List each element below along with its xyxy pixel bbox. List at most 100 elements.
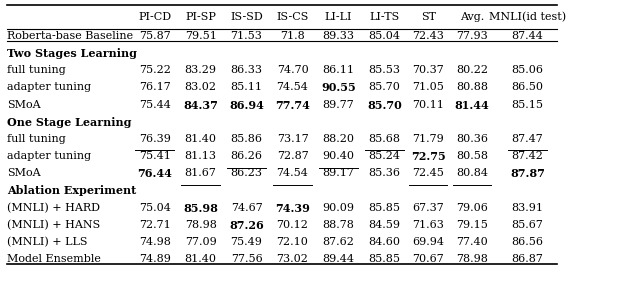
Text: Two Stages Learning: Two Stages Learning [7, 48, 137, 59]
Text: 77.56: 77.56 [230, 254, 262, 264]
Text: 87.44: 87.44 [511, 31, 543, 41]
Text: 80.22: 80.22 [456, 65, 488, 75]
Text: 77.40: 77.40 [456, 237, 488, 247]
Text: 89.77: 89.77 [323, 100, 355, 110]
Text: 90.55: 90.55 [321, 82, 356, 93]
Text: 74.54: 74.54 [276, 82, 308, 93]
Text: 81.40: 81.40 [184, 134, 216, 144]
Text: 85.36: 85.36 [369, 168, 401, 178]
Text: Roberta-base Baseline: Roberta-base Baseline [7, 31, 133, 41]
Text: 70.37: 70.37 [412, 65, 444, 75]
Text: One Stage Learning: One Stage Learning [7, 117, 132, 128]
Text: 89.44: 89.44 [323, 254, 355, 264]
Text: 90.40: 90.40 [323, 151, 355, 161]
Text: 84.59: 84.59 [369, 220, 401, 230]
Text: 72.71: 72.71 [139, 220, 170, 230]
Text: 71.79: 71.79 [412, 134, 444, 144]
Text: 70.11: 70.11 [412, 100, 444, 110]
Text: 77.09: 77.09 [185, 237, 216, 247]
Text: 74.89: 74.89 [139, 254, 170, 264]
Text: 75.49: 75.49 [230, 237, 262, 247]
Text: adapter tuning: adapter tuning [7, 82, 92, 93]
Text: 85.11: 85.11 [230, 82, 262, 93]
Text: ST: ST [420, 12, 436, 22]
Text: 90.09: 90.09 [323, 203, 355, 213]
Text: 85.85: 85.85 [369, 254, 401, 264]
Text: 86.33: 86.33 [230, 65, 262, 75]
Text: 72.45: 72.45 [412, 168, 444, 178]
Text: 80.58: 80.58 [456, 151, 488, 161]
Text: 70.12: 70.12 [276, 220, 308, 230]
Text: 85.70: 85.70 [367, 100, 402, 111]
Text: 72.75: 72.75 [411, 151, 445, 162]
Text: 74.54: 74.54 [276, 168, 308, 178]
Text: 84.60: 84.60 [369, 237, 401, 247]
Text: 87.62: 87.62 [323, 237, 355, 247]
Text: 71.8: 71.8 [280, 31, 305, 41]
Text: 73.17: 73.17 [276, 134, 308, 144]
Text: 87.42: 87.42 [511, 151, 543, 161]
Text: MNLI(id test): MNLI(id test) [489, 12, 566, 23]
Text: 83.29: 83.29 [184, 65, 216, 75]
Text: 86.56: 86.56 [511, 237, 543, 247]
Text: 80.88: 80.88 [456, 82, 488, 93]
Text: 85.06: 85.06 [511, 65, 543, 75]
Text: full tuning: full tuning [7, 134, 66, 144]
Text: 85.70: 85.70 [369, 82, 401, 93]
Text: 83.91: 83.91 [511, 203, 543, 213]
Text: 75.41: 75.41 [139, 151, 170, 161]
Text: 84.37: 84.37 [183, 100, 218, 111]
Text: full tuning: full tuning [7, 65, 66, 75]
Text: 85.24: 85.24 [369, 151, 401, 161]
Text: 85.85: 85.85 [369, 203, 401, 213]
Text: 75.87: 75.87 [139, 31, 170, 41]
Text: 67.37: 67.37 [412, 203, 444, 213]
Text: Model Ensemble: Model Ensemble [7, 254, 101, 264]
Text: 72.87: 72.87 [276, 151, 308, 161]
Text: 75.04: 75.04 [139, 203, 170, 213]
Text: Avg.: Avg. [460, 12, 484, 22]
Text: 81.44: 81.44 [454, 100, 490, 111]
Text: 86.94: 86.94 [229, 100, 264, 111]
Text: 86.23: 86.23 [230, 168, 262, 178]
Text: adapter tuning: adapter tuning [7, 151, 92, 161]
Text: Ablation Experiment: Ablation Experiment [7, 185, 136, 197]
Text: 69.94: 69.94 [412, 237, 444, 247]
Text: 85.68: 85.68 [369, 134, 401, 144]
Text: 78.98: 78.98 [456, 254, 488, 264]
Text: (MNLI) + HARD: (MNLI) + HARD [7, 203, 100, 213]
Text: 75.44: 75.44 [139, 100, 170, 110]
Text: 89.33: 89.33 [323, 31, 355, 41]
Text: 77.74: 77.74 [275, 100, 310, 111]
Text: 85.98: 85.98 [183, 203, 218, 213]
Text: 76.17: 76.17 [139, 82, 170, 93]
Text: 85.15: 85.15 [511, 100, 543, 110]
Text: 71.05: 71.05 [412, 82, 444, 93]
Text: SMoA: SMoA [7, 168, 41, 178]
Text: 87.26: 87.26 [229, 220, 264, 231]
Text: IS-SD: IS-SD [230, 12, 263, 22]
Text: 89.17: 89.17 [323, 168, 355, 178]
Text: 79.06: 79.06 [456, 203, 488, 213]
Text: 85.53: 85.53 [369, 65, 401, 75]
Text: 87.87: 87.87 [510, 168, 545, 179]
Text: 75.22: 75.22 [139, 65, 170, 75]
Text: 85.67: 85.67 [511, 220, 543, 230]
Text: PI-CD: PI-CD [138, 12, 171, 22]
Text: 85.86: 85.86 [230, 134, 262, 144]
Text: 74.67: 74.67 [230, 203, 262, 213]
Text: 73.02: 73.02 [276, 254, 308, 264]
Text: 71.63: 71.63 [412, 220, 444, 230]
Text: 88.78: 88.78 [323, 220, 355, 230]
Text: 76.44: 76.44 [137, 168, 172, 179]
Text: 77.93: 77.93 [456, 31, 488, 41]
Text: 80.84: 80.84 [456, 168, 488, 178]
Text: 74.98: 74.98 [139, 237, 170, 247]
Text: 86.26: 86.26 [230, 151, 262, 161]
Text: 87.47: 87.47 [511, 134, 543, 144]
Text: 72.43: 72.43 [412, 31, 444, 41]
Text: 79.15: 79.15 [456, 220, 488, 230]
Text: (MNLI) + LLS: (MNLI) + LLS [7, 237, 88, 247]
Text: 83.02: 83.02 [184, 82, 216, 93]
Text: SMoA: SMoA [7, 100, 41, 110]
